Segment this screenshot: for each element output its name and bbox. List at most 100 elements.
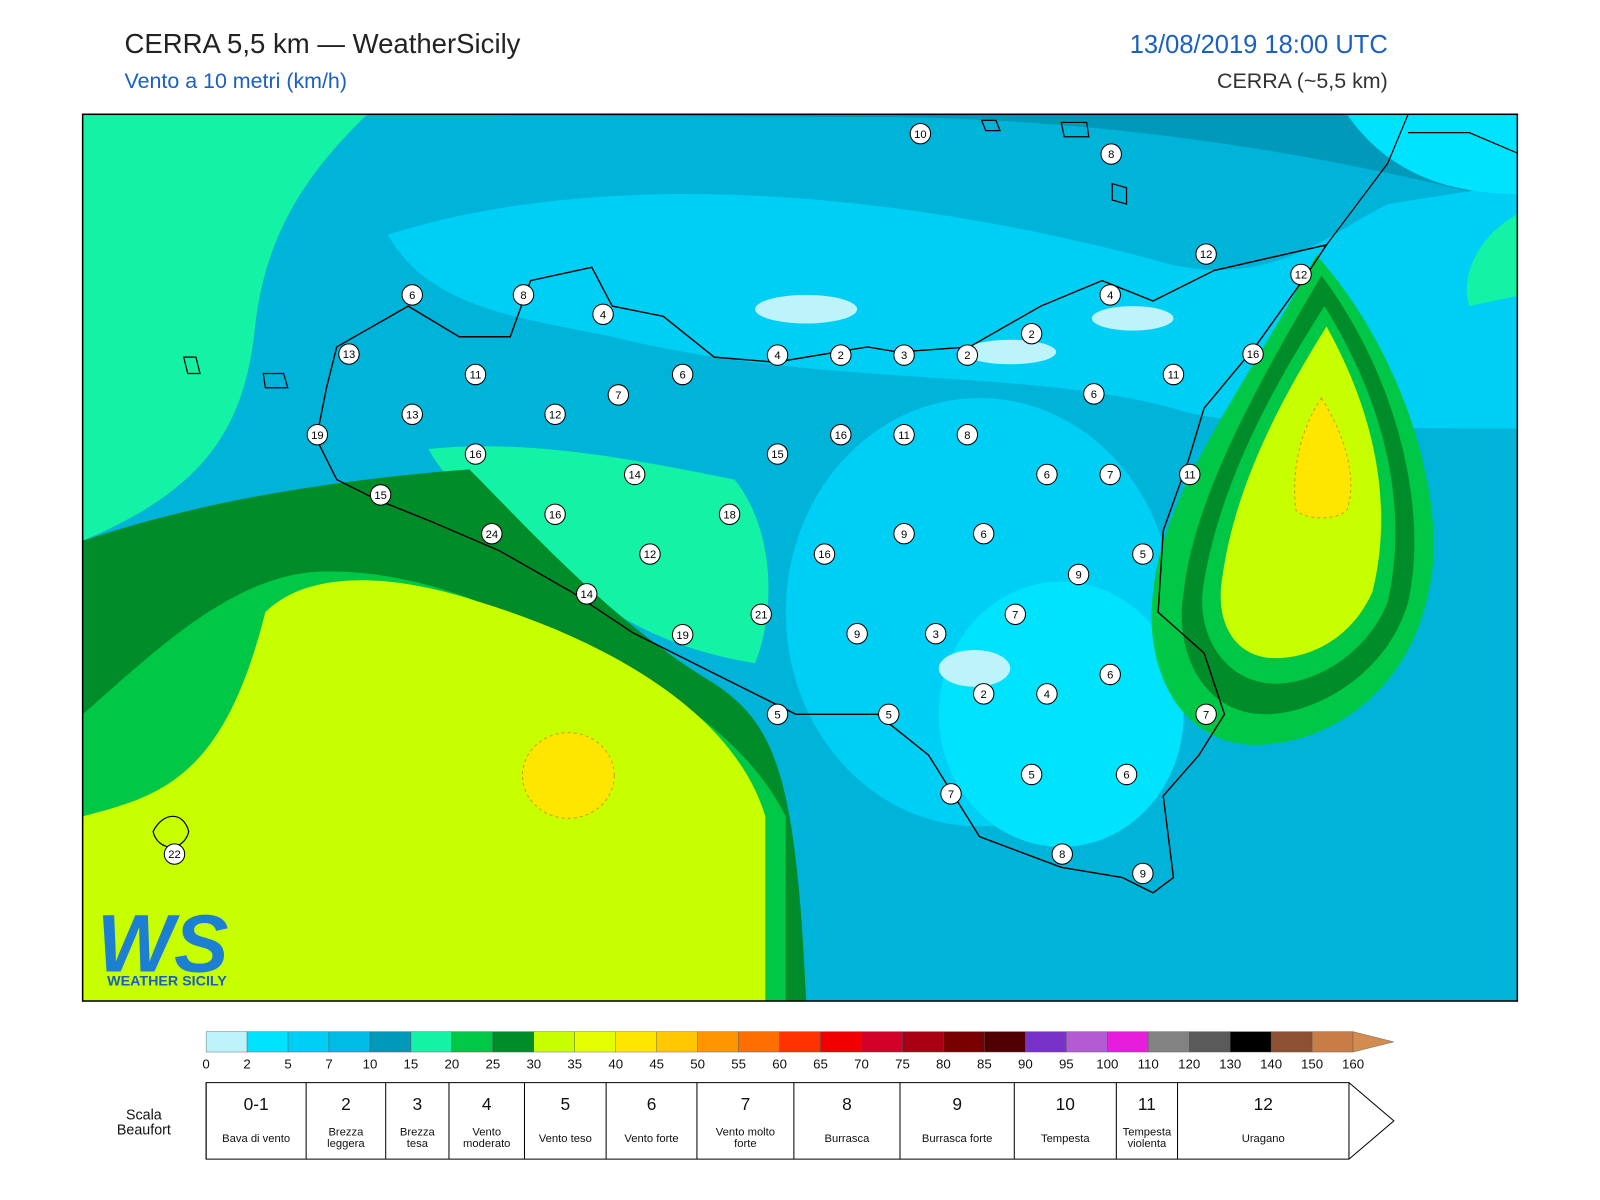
colorbar-swatch (779, 1031, 821, 1053)
beaufort-label-text: Tempesta (1040, 1132, 1090, 1145)
station-value: 6 (680, 370, 686, 382)
beaufort-label: Vento moderato (451, 1121, 522, 1156)
beaufort-label: Burrasca forte (921, 1132, 993, 1145)
station-marker (369, 484, 392, 506)
station-marker (1004, 603, 1027, 625)
station-marker (1162, 363, 1185, 386)
station-value: 14 (580, 589, 592, 601)
beaufort-title: Scala Beaufort (117, 1107, 171, 1138)
station-marker (972, 522, 995, 545)
colorbar-tick-label: 0 (202, 1056, 209, 1071)
station-value: 16 (818, 549, 830, 561)
station-value: 10 (914, 129, 926, 141)
colorbar-tick-label: 70 (854, 1056, 869, 1071)
station-marker (464, 363, 487, 386)
station-value: 3 (933, 629, 939, 641)
colorbar-tick-label: 20 (445, 1056, 460, 1071)
beaufort-label-box: Tempesta violenta (1118, 1121, 1175, 1156)
beaufort-force: 2 (341, 1094, 351, 1114)
station-marker (544, 403, 566, 425)
beaufort-label-box: Uragano (1180, 1121, 1347, 1156)
station-value: 2 (981, 689, 987, 701)
beaufort-label: Vento teso (538, 1132, 592, 1145)
wind-field (82, 114, 1518, 1002)
station-value: 8 (520, 290, 526, 302)
station-marker (956, 423, 979, 446)
beaufort-force: 0-1 (244, 1094, 269, 1114)
beaufort-force: 4 (482, 1094, 492, 1114)
station-marker (750, 603, 772, 625)
beaufort-label-text: Burrasca (824, 1132, 870, 1145)
logo-text: WEATHER SICILY (107, 974, 227, 990)
station-value: 12 (549, 409, 561, 421)
station-marker (893, 423, 915, 446)
beaufort-label-text: Vento teso (538, 1132, 592, 1145)
colorbar-tick-label: 110 (1138, 1056, 1159, 1071)
station-value: 12 (1295, 270, 1307, 282)
beaufort-force: 11 (1138, 1094, 1156, 1114)
colorbar-swatch (574, 1031, 616, 1053)
beaufort-force: 12 (1254, 1094, 1273, 1114)
colorbar-swatch (861, 1031, 903, 1053)
station-value: 7 (1012, 609, 1018, 621)
station-value: 22 (168, 849, 180, 861)
colorbar-swatch (328, 1031, 371, 1053)
station-marker (1290, 263, 1312, 286)
station-marker (940, 783, 962, 805)
station-value: 16 (549, 509, 561, 521)
beaufort-label-text: Vento forte (624, 1132, 679, 1145)
station-value: 4 (1044, 689, 1050, 701)
station-marker (544, 503, 566, 525)
station-marker (830, 423, 852, 446)
colorbar-swatch (246, 1031, 289, 1053)
colorbar-tick-label: 25 (485, 1056, 500, 1071)
station-marker (1179, 463, 1201, 486)
station-value: 11 (1168, 370, 1180, 382)
station-value: 9 (854, 629, 860, 641)
station-value: 15 (771, 449, 783, 461)
beaufort-force: 3 (413, 1094, 423, 1114)
beaufort-label: Bava di vento (208, 1121, 304, 1156)
station-value: 7 (1107, 470, 1113, 482)
beaufort-label: Brezza tesa (400, 1127, 435, 1149)
colorbar-swatch (656, 1031, 698, 1053)
beaufort-label-box: Vento molto forte (699, 1121, 792, 1156)
colorbar-swatch (1311, 1031, 1354, 1053)
station-marker (1099, 663, 1121, 686)
colorbar-swatch (902, 1031, 944, 1053)
station-value: 15 (374, 490, 386, 502)
station-value: 4 (1107, 290, 1113, 302)
station-marker (592, 303, 614, 325)
station-value: 12 (644, 549, 656, 561)
colorbar-swatch (1066, 1031, 1108, 1053)
colorbar-tick-label: 65 (813, 1056, 828, 1071)
beaufort-force: 7 (741, 1094, 751, 1114)
beaufort-label: Vento forte (608, 1121, 695, 1156)
colorbar-tick-label: 40 (608, 1056, 623, 1071)
colorbar-tick-label: 7 (325, 1056, 332, 1071)
station-value: 19 (311, 430, 323, 442)
station-marker (1020, 763, 1043, 786)
station-value: 13 (343, 349, 355, 361)
station-value: 6 (1091, 389, 1097, 401)
station-marker (1036, 683, 1058, 705)
station-value: 12 (1200, 249, 1212, 261)
colorbar-tick-label: 55 (731, 1056, 746, 1071)
station-value: 6 (1123, 770, 1129, 782)
colorbar-swatch (369, 1031, 412, 1053)
beaufort-force: 9 (952, 1094, 962, 1114)
beaufort-label-box: Bava di vento (208, 1121, 304, 1156)
station-marker (623, 463, 646, 486)
beaufort-label-box: Vento forte (608, 1121, 695, 1156)
station-marker (766, 344, 789, 366)
station-marker (1083, 383, 1105, 405)
beaufort-label-box: Vento moderato (451, 1121, 522, 1156)
station-marker (401, 403, 423, 425)
station-value: 11 (1184, 470, 1196, 482)
beaufort-label-text: Burrasca forte (921, 1132, 993, 1145)
beaufort-label: Tempesta violenta (1118, 1121, 1175, 1156)
station-value: 13 (406, 409, 418, 421)
beaufort-label-text: Vento moderato (463, 1126, 511, 1150)
colorbar-swatch (1229, 1031, 1272, 1053)
